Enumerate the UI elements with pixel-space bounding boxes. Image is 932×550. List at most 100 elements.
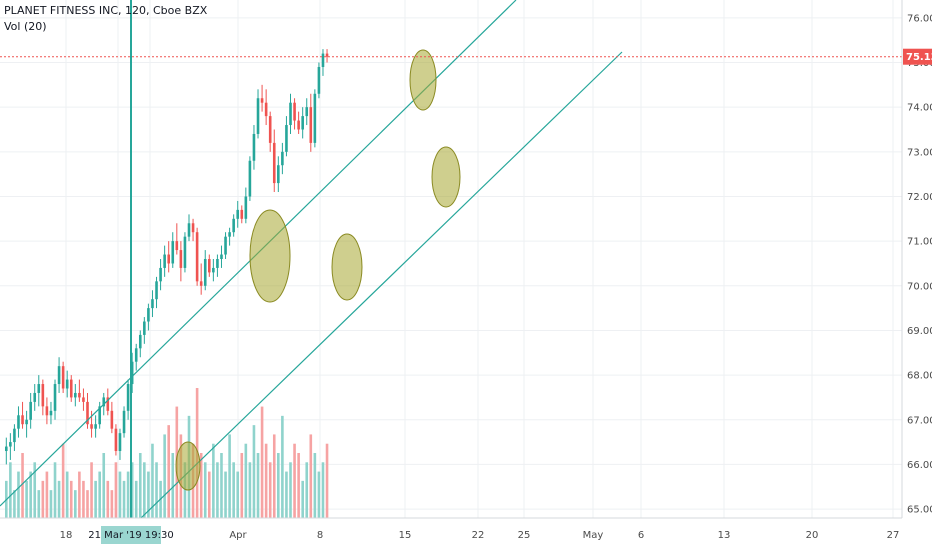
candle-body: [264, 102, 268, 117]
candle-body: [57, 366, 61, 385]
candle-body: [175, 241, 179, 251]
volume-bar: [130, 462, 134, 518]
candle-body: [187, 223, 191, 237]
candle-body: [134, 348, 138, 362]
price-tick-label: 65.00: [907, 505, 932, 516]
volume-bar: [248, 462, 252, 518]
price-tick-label: 71.00: [907, 237, 932, 248]
candle-body: [305, 107, 309, 117]
time-tick-label: 18: [60, 530, 73, 541]
time-tick-label: Apr: [229, 530, 247, 541]
highlight-ellipse: [249, 209, 291, 303]
candle-body: [61, 366, 65, 389]
candle-body: [159, 267, 162, 282]
candle-body: [45, 406, 49, 416]
price-tick-label: 69.00: [907, 326, 932, 337]
candle-body: [321, 53, 325, 67]
highlight-ellipses[interactable]: [175, 49, 461, 491]
volume-bar: [224, 471, 227, 518]
candle-body: [110, 410, 114, 429]
volume-bar: [167, 425, 170, 518]
candle-body: [98, 406, 101, 425]
volume-bar: [268, 462, 272, 518]
price-tick-label: 68.00: [907, 371, 932, 382]
candle-body: [138, 334, 142, 349]
volume-bar: [53, 462, 57, 518]
volume-bar: [264, 443, 268, 518]
volume-bar: [143, 462, 146, 518]
candle-body: [147, 308, 150, 322]
candle-body: [325, 53, 329, 57]
volume-bar: [309, 434, 313, 518]
volume-bar: [252, 425, 256, 518]
candle-body: [102, 397, 106, 407]
highlight-ellipse: [431, 146, 461, 208]
price-tick-label: 66.00: [907, 460, 932, 471]
candle-body: [281, 151, 284, 166]
candle-body: [53, 384, 57, 411]
candle-body: [17, 415, 20, 429]
volume-bar: [317, 471, 321, 518]
candle-body: [236, 209, 240, 219]
volume-bar: [98, 471, 101, 518]
volume-bar: [57, 480, 61, 518]
volume-bar: [301, 480, 304, 518]
candle-body: [122, 410, 126, 434]
candle-body: [29, 401, 32, 420]
candle-body: [9, 442, 12, 447]
volume-bar: [244, 443, 248, 518]
candle-body: [126, 384, 130, 411]
volume-bar: [212, 443, 215, 518]
candle-body: [33, 392, 37, 402]
candle-body: [195, 232, 199, 282]
volume-bar: [25, 480, 28, 518]
volume-bar: [118, 471, 122, 518]
volume-bar: [281, 415, 284, 518]
candle-body: [277, 165, 280, 184]
volume-bar: [49, 490, 53, 518]
volume-bar: [82, 480, 85, 518]
candle-body: [208, 259, 211, 273]
time-tick-label: 27: [887, 530, 900, 541]
volume-bar: [65, 471, 69, 518]
time-tick-label: 25: [518, 530, 531, 541]
volume-bar: [21, 453, 24, 518]
candle-body: [49, 410, 53, 416]
volume-bar: [13, 490, 16, 518]
volume-bar: [151, 443, 154, 518]
volume-bar: [9, 462, 12, 518]
candle-body: [114, 428, 118, 452]
volume-bar: [199, 453, 203, 518]
time-axis[interactable]: 18 Apr 8 15 22 25 May 6 13 20 27 21 Mar '19 19:30: [0, 517, 902, 544]
volume-bar: [236, 471, 240, 518]
volume-bar: [155, 462, 158, 518]
candle-body: [183, 236, 187, 268]
candle-body: [228, 232, 231, 237]
volume-bar: [86, 490, 89, 518]
volume-indicator-label: Vol (20): [4, 20, 47, 33]
candle-body: [5, 446, 8, 452]
volume-bar: [61, 443, 65, 518]
candle-body: [155, 281, 158, 300]
candle-body: [191, 223, 195, 233]
volume-bar: [183, 462, 187, 518]
volume-bar: [289, 462, 292, 518]
candle-body: [151, 299, 154, 309]
candle-body: [118, 433, 122, 452]
volume-bar: [29, 471, 32, 518]
volume-bar: [74, 490, 77, 518]
price-tick-label: 76.00: [907, 13, 932, 24]
chart-legend: PLANET FITNESS INC, 120, Cboe BZX Vol (2…: [4, 3, 207, 35]
cursor-time-label: 21 Mar '19 19:30: [88, 530, 173, 541]
time-tick-label: 22: [472, 530, 485, 541]
volume-bar: [321, 462, 325, 518]
volume-bar: [147, 471, 150, 518]
candle-body: [199, 281, 203, 286]
price-tick-label: 67.00: [907, 415, 932, 426]
price-axis[interactable]: 65.00 66.00 67.00 68.00 69.00 70.00 71.00 72.00…: [901, 0, 932, 518]
volume-bar: [293, 443, 296, 518]
candle-body: [78, 392, 81, 398]
candle-body: [220, 254, 223, 259]
candle-body: [232, 218, 235, 233]
